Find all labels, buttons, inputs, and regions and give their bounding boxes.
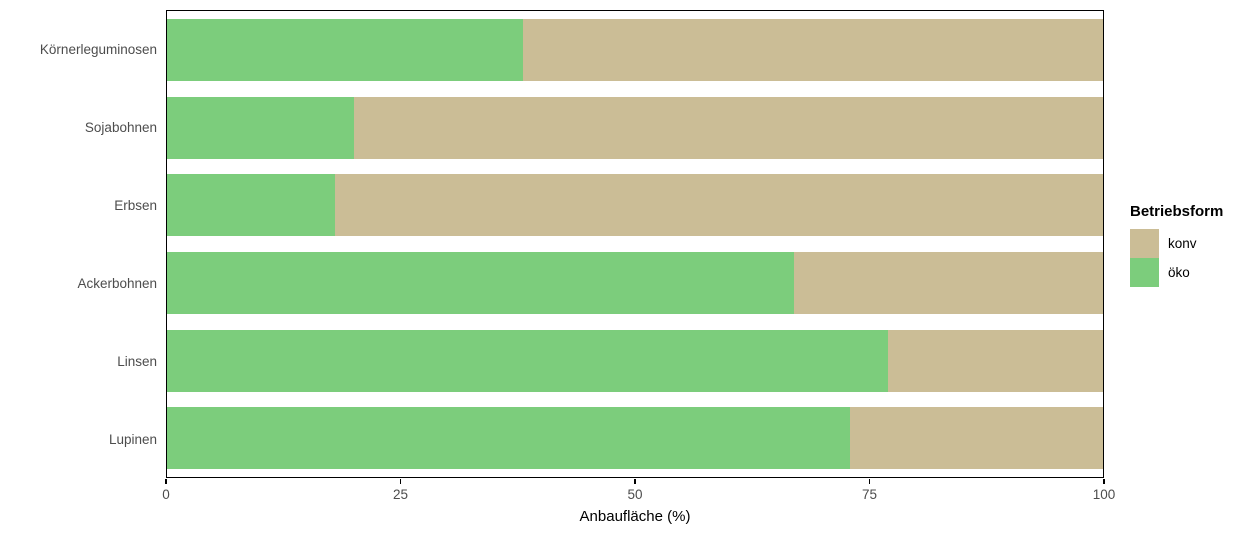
stacked-bar xyxy=(167,174,1103,237)
y-axis-label: Ackerbohnen xyxy=(77,275,157,291)
x-tick-label: 75 xyxy=(861,487,878,502)
bar-segment-öko xyxy=(167,329,888,392)
x-tick-mark xyxy=(165,479,167,484)
bar-row xyxy=(167,166,1103,244)
x-tick-mark xyxy=(399,479,402,484)
plot-panel xyxy=(166,10,1104,478)
x-tick-mark xyxy=(868,479,871,484)
bar-segment-öko xyxy=(167,251,795,314)
bar-segment-konv xyxy=(887,329,1103,392)
bar-segment-konv xyxy=(522,18,1103,81)
y-axis-label: Lupinen xyxy=(108,431,157,447)
bar-segment-öko xyxy=(167,407,851,470)
stacked-bar xyxy=(167,251,1103,314)
stacked-bar xyxy=(167,18,1103,81)
bar-segment-konv xyxy=(354,96,1103,159)
x-tick-label: 0 xyxy=(162,487,170,502)
x-tick-mark xyxy=(634,479,636,484)
bar-row xyxy=(167,244,1103,322)
legend-title: Betriebsform xyxy=(1130,203,1224,220)
x-tick-label: 50 xyxy=(627,487,643,502)
bar-segment-öko xyxy=(167,174,336,237)
stacked-bar xyxy=(167,407,1103,470)
bar-segment-konv xyxy=(335,174,1103,237)
y-axis-label: Sojabohnen xyxy=(84,119,157,135)
bar-row xyxy=(167,89,1103,167)
y-axis-label: Körnerleguminosen xyxy=(39,41,157,57)
legend-swatch-konv xyxy=(1130,229,1159,258)
bar-row xyxy=(167,11,1103,89)
x-tick-label: 100 xyxy=(1092,487,1116,502)
x-axis-title: Anbaufläche (%) xyxy=(579,508,691,525)
bar-segment-konv xyxy=(850,407,1103,470)
legend-item-konv: konv xyxy=(1130,229,1223,258)
x-tick-label: 25 xyxy=(392,487,409,502)
stacked-bar xyxy=(167,96,1103,159)
bar-segment-konv xyxy=(794,251,1103,314)
legend-label: konv xyxy=(1168,236,1197,251)
bar-segment-öko xyxy=(167,96,355,159)
legend-item-öko: öko xyxy=(1130,258,1223,287)
stacked-bar xyxy=(167,329,1103,392)
y-axis-label: Erbsen xyxy=(114,197,157,213)
legend: Betriebsform konv öko xyxy=(1130,203,1223,287)
bar-row xyxy=(167,399,1103,477)
bar-row xyxy=(167,322,1103,400)
x-axis: 0 25 50 75 100 xyxy=(162,479,1115,505)
legend-items: konv öko xyxy=(1130,229,1223,287)
y-axis-label: Linsen xyxy=(117,353,157,369)
legend-swatch-öko xyxy=(1130,258,1159,287)
x-tick-mark xyxy=(1103,479,1105,484)
y-axis-labels: Körnerleguminosen Sojabohnen Erbsen Ackerbo… xyxy=(0,10,157,478)
legend-label: öko xyxy=(1168,265,1190,280)
bar-segment-öko xyxy=(167,18,523,81)
